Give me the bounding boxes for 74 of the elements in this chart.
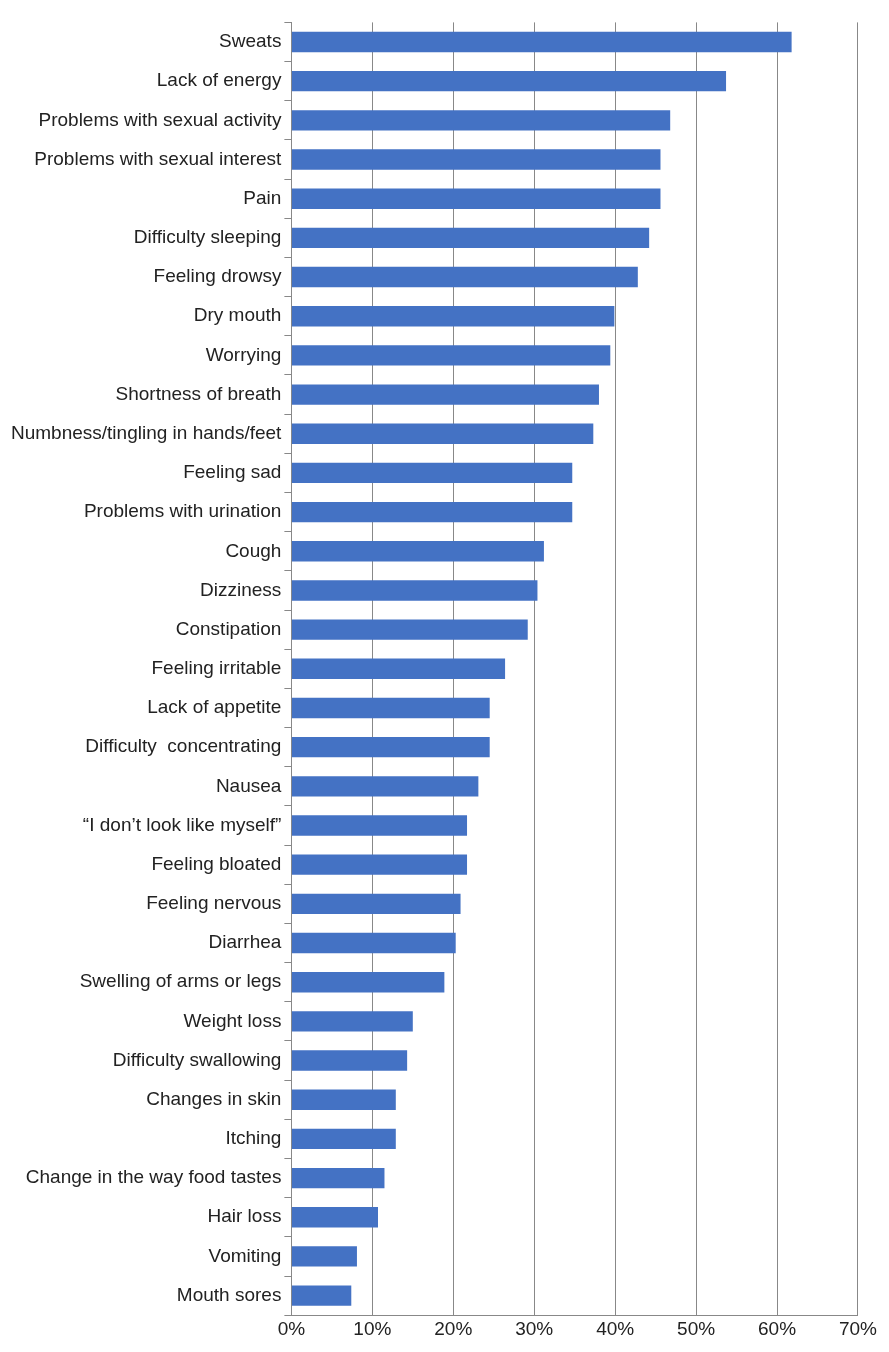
x-tick-label: 70% (838, 1317, 878, 1339)
bar (291, 580, 538, 601)
y-tick-label: Constipation (175, 617, 282, 639)
y-tick-label: Nausea (215, 774, 282, 796)
y-tick-label: Dizziness (200, 578, 282, 600)
y-tick-label: Worrying (205, 343, 282, 365)
x-tick-label: 50% (677, 1317, 716, 1339)
bar (291, 345, 611, 366)
y-tick-label: Dry mouth (193, 304, 282, 326)
bar (291, 462, 573, 484)
bar (291, 266, 638, 288)
bar (291, 31, 792, 53)
y-tick-label: Feeling bloated (151, 852, 282, 874)
bar (291, 815, 468, 836)
y-tick-label: Problems with sexual interest (34, 147, 283, 169)
bar (291, 1050, 408, 1071)
y-tick-label: Numbness/tingling in hands/feet (11, 421, 283, 443)
bar (291, 227, 650, 249)
y-tick-label: Shortness of breath (115, 382, 282, 404)
x-tick-label: 40% (596, 1317, 635, 1339)
x-tick-label: 60% (758, 1317, 797, 1339)
y-tick-label: Difficulty concentrating (85, 735, 282, 757)
bar (291, 619, 528, 640)
bar (291, 658, 506, 679)
bar (291, 1285, 352, 1306)
bar (291, 149, 661, 170)
bar (291, 384, 599, 405)
bar (291, 70, 727, 92)
y-tick-label: Diarrhea (208, 931, 282, 953)
y-tick-label: Lack of energy (156, 69, 282, 91)
y-tick-label: Feeling sad (183, 461, 282, 483)
bar (291, 306, 615, 327)
x-tick-label: 20% (434, 1317, 473, 1339)
bar (291, 423, 594, 444)
y-tick-label: Feeling nervous (146, 892, 282, 914)
bar (291, 776, 479, 797)
y-tick-label: Pain (243, 186, 282, 208)
bar (291, 972, 445, 993)
bar (291, 697, 490, 719)
bar (291, 854, 468, 875)
y-tick-label: Changes in skin (146, 1087, 282, 1109)
bar (291, 1011, 413, 1032)
bar (291, 1128, 396, 1150)
y-tick-label: Hair loss (207, 1205, 282, 1227)
y-tick-label: Feeling drowsy (153, 265, 282, 287)
y-tick-label: Sweats (219, 30, 282, 52)
bar (291, 736, 490, 758)
x-tick-label: 0% (277, 1317, 306, 1339)
y-tick-label: “I don’t look like myself” (82, 813, 282, 835)
y-tick-label: Lack of appetite (147, 696, 282, 718)
y-tick-label: Weight loss (183, 1009, 282, 1031)
y-tick-label: Vomiting (208, 1244, 282, 1266)
bar (291, 1167, 385, 1189)
y-tick-label: Change in the way food tastes (25, 1166, 282, 1188)
bar (291, 188, 661, 209)
y-tick-label: Itching (225, 1127, 282, 1149)
bar (291, 1089, 396, 1110)
bar (291, 501, 573, 523)
bar (291, 110, 671, 131)
bar (291, 1207, 378, 1228)
bar (291, 932, 456, 954)
x-tick-label: 30% (515, 1317, 554, 1339)
bar (291, 1246, 357, 1267)
y-tick-label: Mouth sores (176, 1283, 282, 1305)
y-tick-label: Problems with sexual activity (38, 108, 282, 130)
x-tick-label: 10% (353, 1317, 392, 1339)
y-tick-label: Difficulty swallowing (112, 1048, 282, 1070)
y-tick-label: Swelling of arms or legs (79, 970, 282, 992)
y-tick-label: Cough (225, 539, 282, 561)
y-tick-label: Problems with urination (83, 500, 282, 522)
bar (291, 893, 461, 915)
y-tick-label: Feeling irritable (151, 657, 282, 679)
y-tick-label: Difficulty sleeping (133, 226, 282, 248)
bar (291, 541, 544, 562)
